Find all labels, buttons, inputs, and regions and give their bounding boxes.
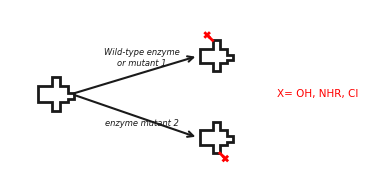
Text: enzyme mutant 2: enzyme mutant 2 [105, 119, 179, 129]
Text: X= OH, NHR, Cl: X= OH, NHR, Cl [277, 89, 358, 99]
Text: Wild-type enzyme
or mutant 1: Wild-type enzyme or mutant 1 [104, 48, 179, 68]
